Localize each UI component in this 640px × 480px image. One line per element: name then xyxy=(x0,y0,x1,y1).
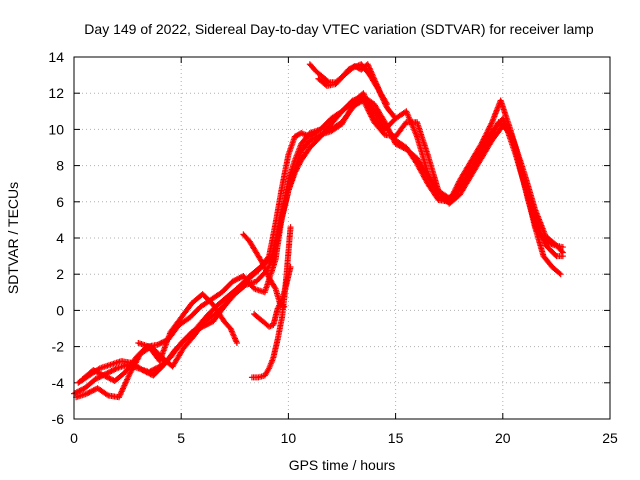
y-tick-label: 2 xyxy=(56,266,64,282)
x-tick-label: 25 xyxy=(602,430,618,446)
x-tick-label: 10 xyxy=(281,430,297,446)
plot-frame xyxy=(73,56,611,420)
tick-labels: 0 5 10 15 20 25 -6 -4 -2 0 2 4 6 8 10 12 14 xyxy=(48,49,618,446)
series-trace-9 xyxy=(315,61,399,122)
series-trace-10 xyxy=(135,291,240,365)
x-tick-label: 20 xyxy=(495,430,511,446)
y-tick-label: 10 xyxy=(48,121,64,137)
series-trace xyxy=(316,61,398,121)
y-tick-label: 8 xyxy=(56,158,64,174)
series-trace xyxy=(250,225,294,381)
y-tick-label: 12 xyxy=(48,85,64,101)
y-tick-label: 14 xyxy=(48,49,64,65)
series-trace xyxy=(241,232,286,309)
y-tick-label: 4 xyxy=(56,230,64,246)
series-trace-7 xyxy=(248,224,294,381)
x-tick-label: 15 xyxy=(388,430,404,446)
x-tick-label: 5 xyxy=(177,430,185,446)
y-tick-label: -4 xyxy=(52,375,65,391)
y-tick-label: 0 xyxy=(56,302,64,318)
x-axis-label: GPS time / hours xyxy=(289,457,396,473)
chart-title: Day 149 of 2022, Sidereal Day-to-day VTE… xyxy=(84,21,594,37)
data-points xyxy=(71,61,566,401)
axis-ticks xyxy=(73,56,611,420)
y-tick-label: -2 xyxy=(52,339,65,355)
series-trace-5 xyxy=(240,231,288,310)
y-axis-label: SDTVAR / TECUs xyxy=(5,182,21,294)
y-tick-label: 6 xyxy=(56,194,64,210)
data-point xyxy=(101,372,108,379)
y-tick-label: -6 xyxy=(52,411,65,427)
series-trace xyxy=(136,292,240,363)
x-tick-label: 0 xyxy=(70,430,78,446)
